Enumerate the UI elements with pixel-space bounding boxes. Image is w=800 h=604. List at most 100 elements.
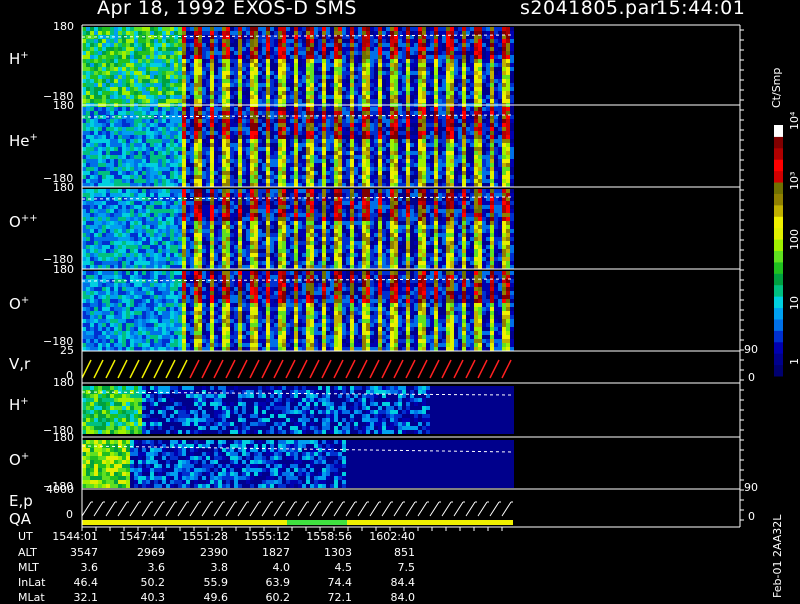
pixel: [274, 175, 278, 179]
pixel: [154, 189, 158, 193]
pixel: [258, 51, 262, 55]
pixel: [310, 47, 314, 51]
pixel: [90, 43, 94, 47]
pixel: [378, 175, 382, 179]
pixel: [358, 131, 362, 135]
pixel: [106, 237, 110, 241]
pixel: [394, 135, 398, 139]
pixel: [214, 163, 218, 167]
pixel: [454, 123, 458, 127]
pixel: [438, 111, 442, 115]
pixel: [178, 229, 182, 233]
pixel: [194, 115, 198, 119]
pixel: [122, 91, 126, 95]
pixel: [458, 31, 462, 35]
pixel: [126, 123, 130, 127]
pixel: [334, 71, 338, 75]
pixel: [142, 159, 146, 163]
pixel: [94, 179, 98, 183]
pixel: [390, 59, 394, 63]
pixel: [82, 241, 86, 245]
pixel: [94, 225, 98, 229]
pixel: [254, 135, 258, 139]
pixel: [466, 95, 470, 99]
pixel: [318, 99, 322, 103]
pixel: [170, 47, 174, 51]
pixel: [262, 175, 266, 179]
pixel: [334, 63, 338, 67]
pixel: [510, 179, 514, 183]
pixel: [318, 175, 322, 179]
pixel: [202, 115, 206, 119]
pixel: [306, 51, 310, 55]
pixel: [166, 237, 170, 241]
pixel: [146, 71, 150, 75]
pixel: [450, 183, 454, 187]
pixel: [350, 87, 354, 91]
pixel: [138, 175, 142, 179]
pixel: [490, 171, 494, 175]
pixel: [330, 51, 334, 55]
pixel: [142, 265, 146, 269]
pixel: [94, 221, 98, 225]
pixel: [414, 163, 418, 167]
pixel: [194, 51, 198, 55]
pixel: [190, 253, 194, 257]
pixel: [326, 35, 330, 39]
pixel: [82, 175, 86, 179]
pixel: [330, 175, 334, 179]
pixel: [474, 167, 478, 171]
pixel: [334, 79, 338, 83]
pixel: [206, 111, 210, 115]
pixel: [382, 51, 386, 55]
pixel: [502, 51, 506, 55]
pixel: [430, 55, 434, 59]
pixel: [114, 167, 118, 171]
pixel: [258, 71, 262, 75]
pixel: [418, 99, 422, 103]
pixel: [98, 135, 102, 139]
pixel: [82, 99, 86, 103]
pixel: [150, 35, 154, 39]
pixel: [118, 253, 122, 257]
pixel: [318, 107, 322, 111]
pixel: [166, 213, 170, 217]
pixel: [346, 139, 350, 143]
pixel: [434, 131, 438, 135]
pixel: [374, 47, 378, 51]
pixel: [210, 71, 214, 75]
pixel: [338, 139, 342, 143]
pixel: [110, 237, 114, 241]
pixel: [242, 175, 246, 179]
pixel: [306, 175, 310, 179]
pixel: [162, 99, 166, 103]
pixel: [266, 43, 270, 47]
pixel: [162, 87, 166, 91]
pixel: [502, 99, 506, 103]
pixel: [462, 119, 466, 123]
pixel: [154, 83, 158, 87]
pixel: [150, 197, 154, 201]
pixel: [398, 99, 402, 103]
pixel: [422, 179, 426, 183]
pixel: [362, 75, 366, 79]
pixel: [338, 43, 342, 47]
pixel: [278, 127, 282, 131]
pixel: [190, 111, 194, 115]
pixel: [290, 55, 294, 59]
pixel: [378, 155, 382, 159]
pixel: [434, 99, 438, 103]
pixel: [150, 63, 154, 67]
pixel: [174, 131, 178, 135]
pixel: [118, 91, 122, 95]
pixel: [158, 193, 162, 197]
pixel: [154, 71, 158, 75]
pixel: [106, 205, 110, 209]
pixel: [286, 123, 290, 127]
pixel: [282, 35, 286, 39]
pixel: [338, 127, 342, 131]
pixel: [114, 43, 118, 47]
pixel: [94, 217, 98, 221]
pixel: [298, 115, 302, 119]
pixel: [330, 159, 334, 163]
